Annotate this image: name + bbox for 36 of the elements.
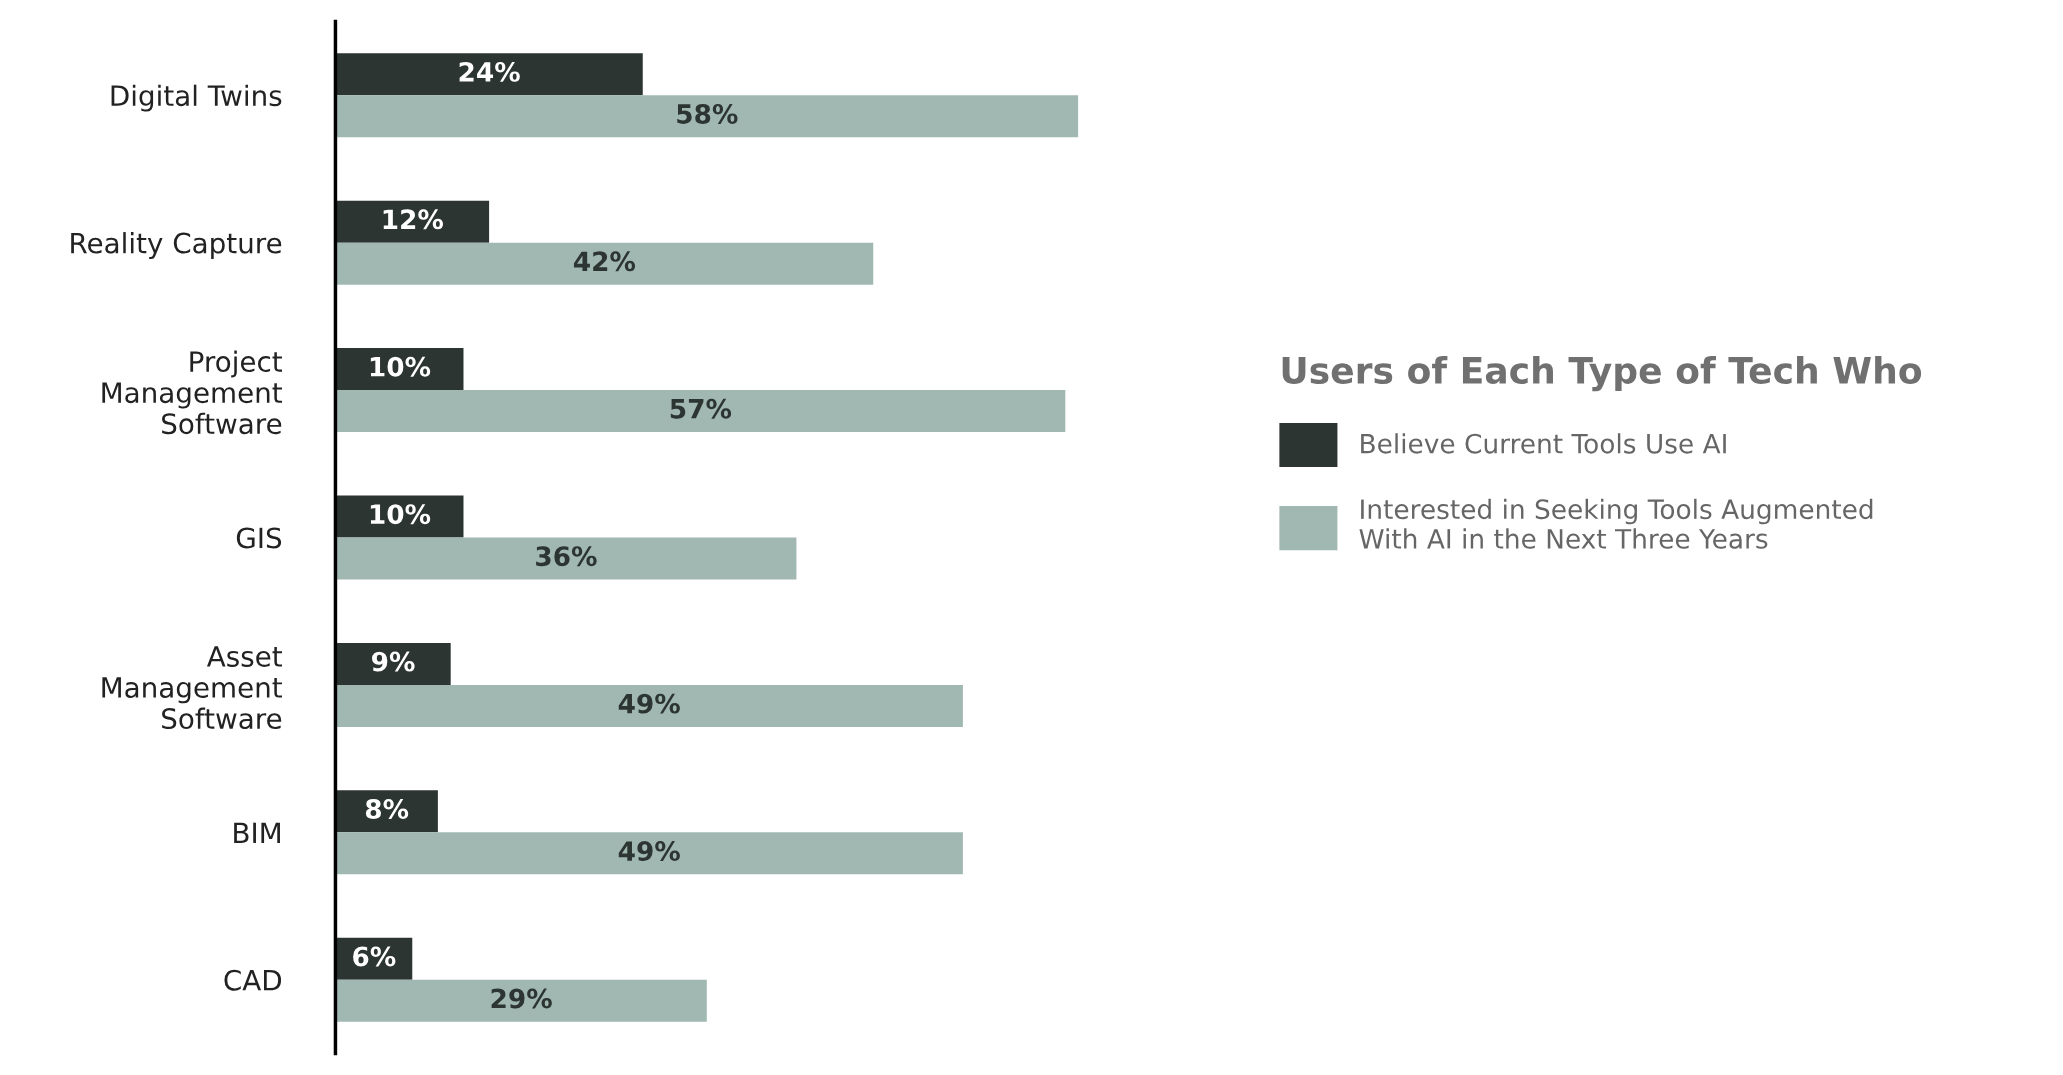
data-label: 36%	[536, 546, 597, 567]
y-tick-label: Digital Twins	[111, 84, 282, 112]
bar	[335, 95, 1079, 138]
data-label: 24%	[459, 61, 520, 82]
data-label: 58%	[677, 103, 738, 124]
bar	[335, 200, 490, 243]
data-label: 49%	[618, 693, 680, 714]
bar	[335, 537, 797, 580]
data-label: 49%	[618, 841, 680, 862]
bar	[335, 390, 1066, 433]
y-tick-label: BIM	[234, 822, 280, 843]
data-label: 42%	[573, 251, 636, 272]
legend-label: Interested in Seeking Tools Augmented With AI in the Next Three Years	[1359, 498, 1873, 549]
data-label: 6%	[353, 946, 396, 967]
bar	[335, 790, 438, 833]
bar	[335, 53, 643, 96]
data-label: 29%	[491, 988, 552, 1009]
bar	[335, 642, 451, 685]
y-tick-label: Asset Management Software	[102, 646, 282, 730]
bar	[335, 832, 963, 875]
data-label: 57%	[670, 398, 732, 419]
bar	[335, 495, 464, 538]
data-label: 10%	[370, 504, 431, 525]
bar	[335, 684, 963, 727]
legend-label: Believe Current Tools Use AI	[1361, 433, 1726, 454]
y-tick-label: GIS	[236, 527, 282, 549]
data-label: 8%	[365, 799, 409, 820]
data-label: 9%	[372, 651, 415, 672]
legend-title: Users of Each Type of Tech Who	[1282, 356, 1922, 392]
bar	[335, 979, 707, 1022]
data-label: 12%	[383, 209, 444, 230]
y-tick-label: CAD	[224, 969, 282, 991]
bar	[335, 242, 874, 285]
y-tick-label: Project Management Software	[102, 350, 282, 435]
data-label: 10%	[370, 356, 431, 377]
y-tick-label: Reality Capture	[71, 232, 282, 259]
